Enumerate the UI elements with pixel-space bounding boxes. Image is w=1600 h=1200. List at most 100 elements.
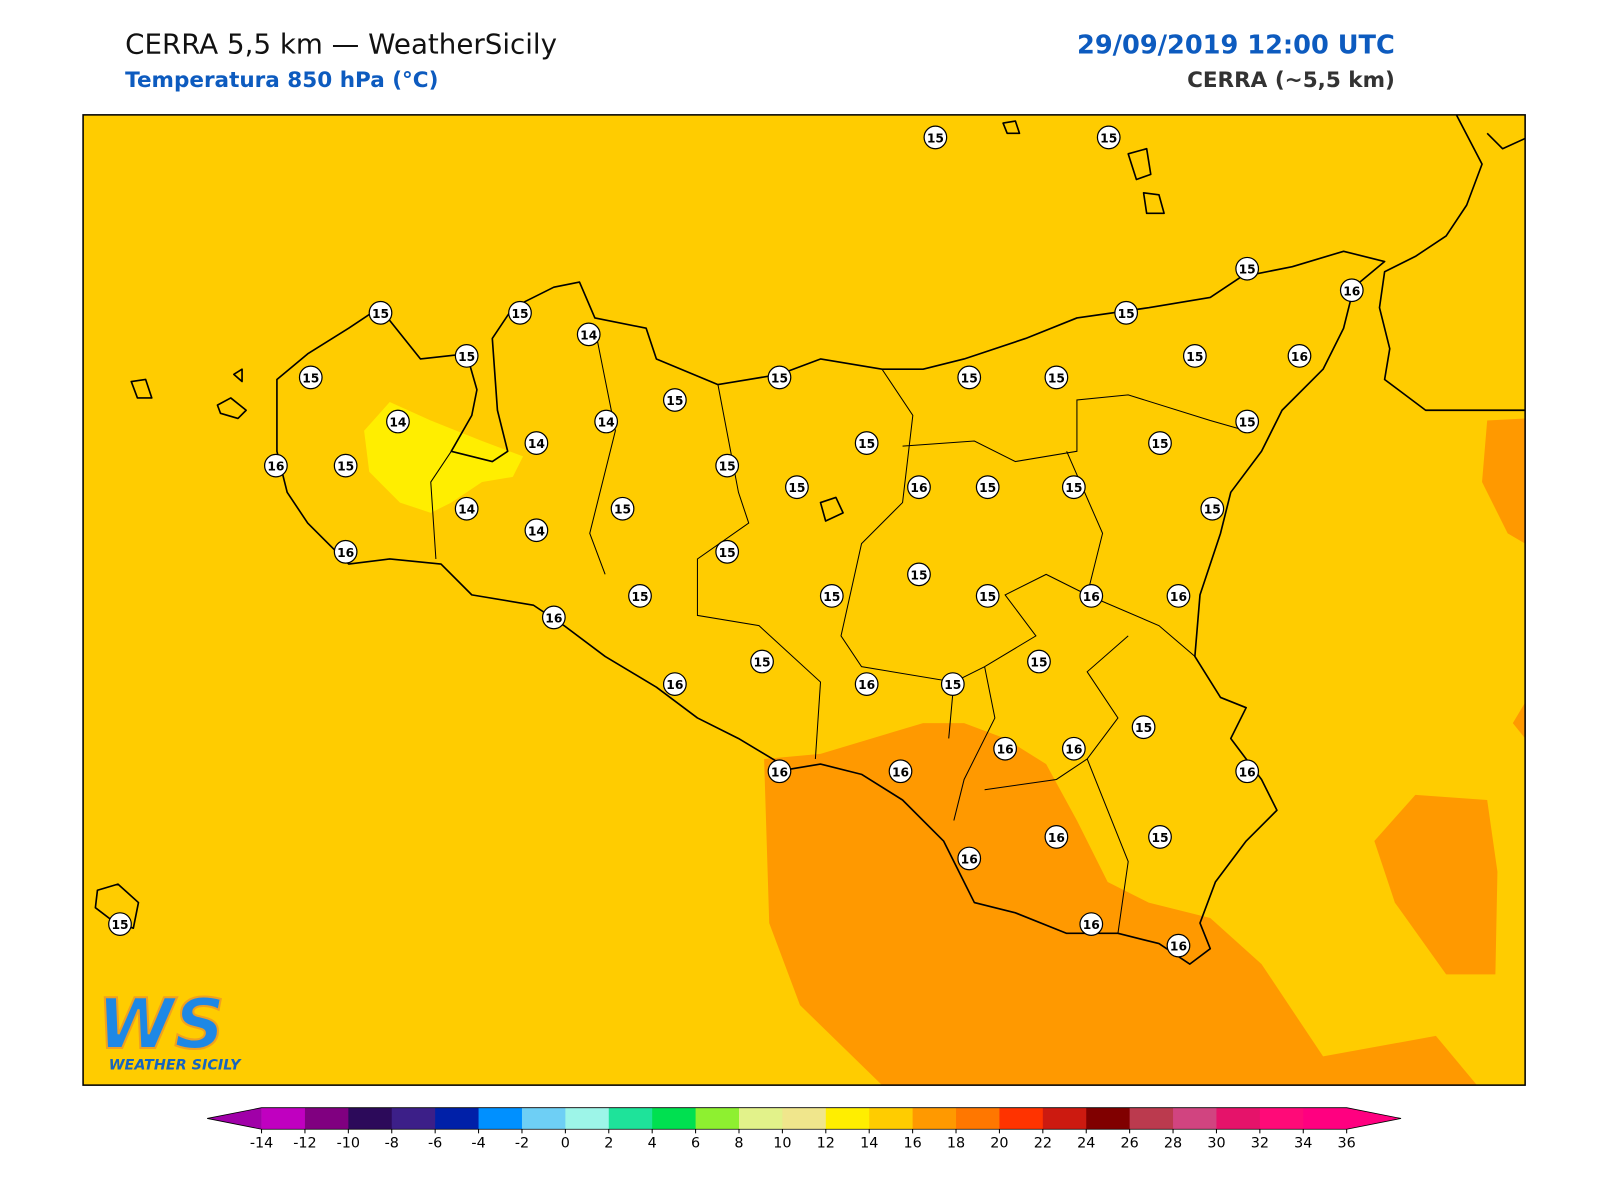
station-label: 15 (1235, 256, 1260, 281)
colorbar-tick-label: 14 (860, 1136, 878, 1152)
label-marker (1044, 825, 1069, 849)
colorbar-tick-label: -4 (471, 1136, 485, 1152)
colorbar-tick-label: 24 (1077, 1136, 1095, 1152)
colorbar-tick-label: 34 (1294, 1136, 1312, 1152)
station-label: 16 (907, 475, 931, 500)
colorbar-segment (738, 1107, 783, 1130)
colorbar-segment (956, 1107, 1000, 1130)
label-marker (1182, 343, 1207, 368)
label-marker (975, 475, 1000, 500)
label-marker (1061, 475, 1086, 500)
label-marker (1235, 409, 1260, 434)
station-label: 14 (594, 409, 619, 434)
label-marker (715, 539, 740, 564)
station-label: 15 (662, 388, 687, 412)
island (216, 397, 247, 420)
label-value: 15 (337, 460, 354, 474)
colorbar-tick-label: 16 (903, 1136, 921, 1152)
label-value: 16 (1083, 918, 1100, 932)
label-marker (907, 562, 931, 587)
label-marker (1114, 300, 1139, 325)
model: CERRA (~5,5 km) (1187, 68, 1395, 93)
label-marker (576, 322, 601, 347)
station-label: 15 (1235, 409, 1260, 434)
label-value: 15 (823, 590, 840, 604)
label-marker (1166, 583, 1191, 608)
station-label: 15 (1148, 825, 1172, 849)
label-marker (594, 409, 619, 434)
station-label: 16 (1287, 343, 1312, 368)
label-marker (333, 453, 358, 478)
label-marker (923, 125, 948, 150)
station-label: 16 (888, 759, 913, 784)
colorbar-tick-label: -8 (385, 1136, 399, 1152)
title: CERRA 5,5 km — WeatherSicily (125, 27, 557, 60)
label-value: 15 (372, 307, 389, 321)
label-marker (1044, 365, 1069, 390)
colorbar-tick-label: -6 (428, 1136, 442, 1152)
label-value: 15 (1239, 263, 1256, 277)
label-value: 15 (1030, 656, 1047, 670)
station-label: 15 (957, 365, 982, 390)
label-marker (662, 388, 687, 412)
label-marker (819, 583, 844, 608)
label-value: 15 (1151, 437, 1168, 451)
label-marker (993, 736, 1018, 761)
label-value: 15 (1048, 371, 1065, 385)
label-value: 16 (858, 678, 875, 692)
colorbar-segment (869, 1107, 914, 1130)
colorbar-tick-label: 6 (691, 1136, 700, 1152)
label-value: 16 (1291, 350, 1308, 364)
coastline (276, 250, 1386, 965)
label-value: 15 (111, 918, 128, 932)
station-label: 16 (1079, 912, 1104, 936)
label-marker (1235, 256, 1260, 281)
station-label: 15 (975, 583, 1000, 608)
logo-name: WEATHER SICILY (109, 1058, 242, 1074)
colorbar-tick-label: 26 (1121, 1136, 1139, 1152)
station-label: 15 (907, 562, 931, 587)
station-label: 14 (524, 518, 549, 543)
label-marker (263, 453, 288, 478)
label-value: 16 (892, 765, 909, 779)
colorbar-tick-label: 20 (990, 1136, 1008, 1152)
station-label: 15 (1096, 125, 1121, 150)
colorbar-tick-label: 36 (1338, 1136, 1356, 1152)
island (94, 883, 140, 930)
label-marker (1096, 125, 1121, 150)
station-label: 14 (524, 431, 549, 455)
label-value: 15 (788, 481, 805, 495)
station-label: 15 (854, 431, 879, 455)
station-label: 16 (1339, 278, 1364, 303)
station-label: 16 (1166, 583, 1191, 608)
label-value: 15 (719, 460, 736, 474)
label-value: 15 (979, 481, 996, 495)
label-marker (1200, 496, 1225, 521)
label-marker (333, 539, 358, 564)
label-marker (454, 343, 479, 368)
station-label: 15 (1182, 343, 1207, 368)
label-value: 15 (631, 590, 648, 604)
logo: WS WEATHER SICILY (96, 983, 242, 1074)
map: 15 15 15 16 15 15 14 15 15 15 16 15 15 15 15 15 14 14 15 14… (82, 114, 1526, 1086)
colorbar-segment (825, 1107, 870, 1130)
warm-area (764, 723, 1477, 1086)
colorbar-segment (1303, 1107, 1348, 1130)
label-marker (524, 431, 549, 455)
station-label: 15 (298, 365, 323, 390)
label-value: 15 (458, 350, 475, 364)
label-value: 15 (1151, 831, 1168, 845)
label-marker (1079, 912, 1104, 936)
label-marker (767, 365, 792, 390)
label-marker (907, 475, 931, 500)
station-label: 15 (715, 453, 740, 478)
label-value: 15 (1239, 416, 1256, 430)
colorbar-segment (912, 1107, 957, 1130)
label-marker (1235, 759, 1260, 784)
island (1142, 192, 1165, 215)
colorbar-segment (782, 1107, 827, 1130)
station-label: 16 (333, 539, 358, 564)
label-value: 14 (580, 328, 597, 342)
label-value: 15 (1065, 481, 1082, 495)
label-marker (785, 475, 809, 500)
